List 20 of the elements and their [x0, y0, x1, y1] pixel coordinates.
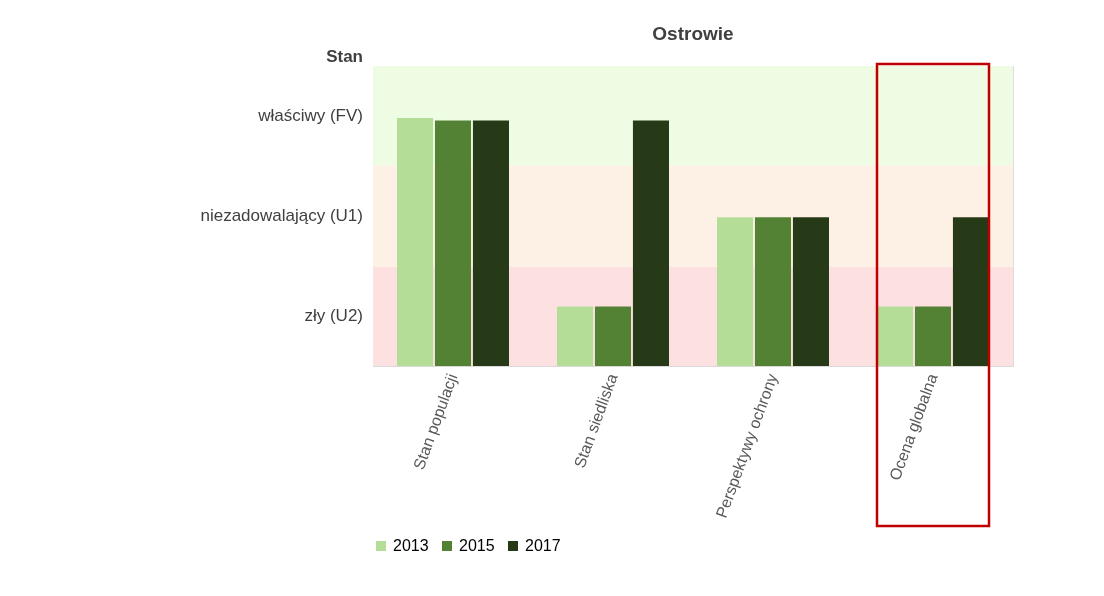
- bar: [877, 306, 914, 366]
- chart-title: Ostrowie: [652, 23, 734, 44]
- bar: [914, 306, 952, 366]
- band-label: zły (U2): [304, 306, 363, 326]
- bar: [632, 120, 669, 366]
- legend-label: 2013: [393, 537, 429, 554]
- bar: [594, 306, 632, 366]
- bar: [717, 217, 754, 366]
- band-label: niezadowalający (U1): [200, 206, 363, 225]
- y-axis-title: Stan: [326, 47, 363, 66]
- bar: [434, 120, 472, 366]
- bar: [952, 217, 989, 366]
- bar: [557, 306, 594, 366]
- band-label: właściwy (FV): [257, 105, 363, 125]
- bar: [792, 217, 829, 366]
- legend-label: 2017: [525, 537, 561, 554]
- bar: [397, 118, 434, 366]
- legend-label: 2015: [459, 537, 495, 554]
- bar: [754, 217, 792, 366]
- bar: [472, 120, 509, 366]
